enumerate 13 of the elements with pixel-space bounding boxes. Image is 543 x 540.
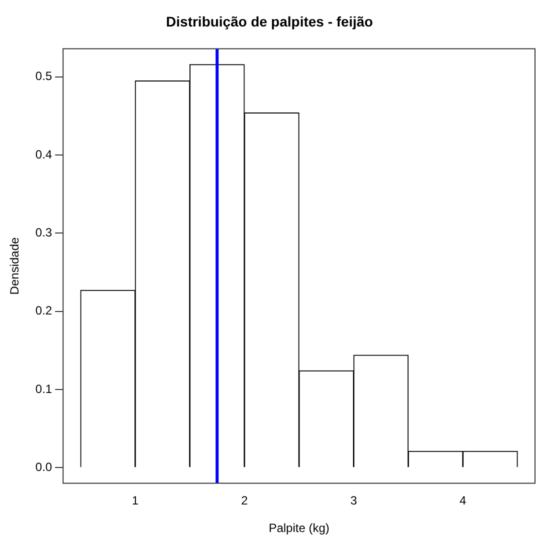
x-tick-label: 3 [350, 494, 358, 508]
y-axis-title: Densidade [8, 236, 22, 295]
y-tick-label: 0.1 [35, 382, 52, 396]
chart-title: Distribuição de palpites - feijão [166, 13, 373, 30]
y-tick-label: 0.0 [35, 460, 52, 474]
y-tick-label: 0.5 [35, 69, 52, 84]
y-tick-label: 0.3 [35, 226, 52, 240]
x-axis-title: Palpite (kg) [268, 521, 330, 536]
y-tick-label: 0.4 [35, 147, 52, 162]
y-tick-label: 0.2 [35, 304, 52, 318]
x-tick-label: 2 [241, 494, 248, 508]
x-tick-label: 1 [132, 494, 139, 508]
x-tick-label: 4 [460, 494, 467, 508]
